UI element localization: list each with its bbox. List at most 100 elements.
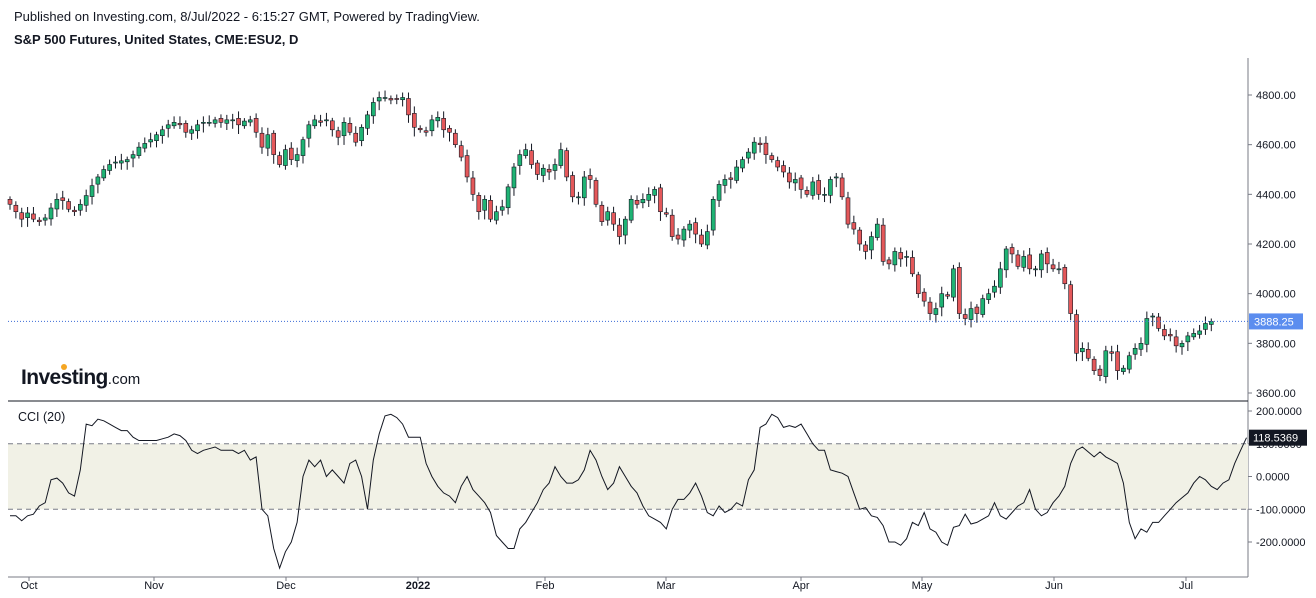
candle-up: [992, 285, 997, 293]
candle-down: [406, 98, 411, 116]
candle-up: [54, 199, 60, 210]
candle-down: [857, 229, 863, 245]
candle-up: [1203, 323, 1208, 330]
time-tick-label: May: [912, 580, 933, 592]
candle-up: [998, 268, 1003, 288]
candle-down: [634, 199, 640, 205]
last-price-label: 3888.25: [1254, 316, 1294, 328]
cci-tick-label: 200.0000: [1256, 406, 1302, 418]
last-price-badge: [1249, 313, 1303, 330]
candle-down: [412, 113, 417, 128]
candle-down: [664, 212, 669, 215]
candle-up: [505, 186, 511, 209]
candle-down: [529, 150, 534, 165]
cci-tick-label: 0.0000: [1256, 472, 1290, 484]
candle-down: [763, 142, 769, 155]
candle-up: [206, 122, 212, 124]
candle-up: [1039, 253, 1044, 271]
candle-down: [798, 177, 804, 190]
candle-down: [957, 267, 962, 314]
candle-down: [394, 98, 400, 100]
candle-up: [482, 199, 487, 211]
candle-down: [570, 175, 575, 198]
candle-up: [78, 203, 83, 211]
candle-down: [699, 234, 704, 245]
candle-up: [119, 160, 124, 164]
candle-up: [517, 154, 523, 166]
cci-tick-label: -100.0000: [1256, 504, 1306, 516]
time-tick-label: Nov: [144, 580, 164, 592]
candle-down: [1044, 252, 1050, 265]
candle-down: [587, 175, 593, 180]
candle-up: [874, 223, 880, 238]
candle-up: [951, 268, 956, 298]
candle-up: [160, 129, 165, 137]
candle-down: [915, 274, 921, 294]
candle-up: [980, 298, 986, 315]
candle-down: [353, 132, 359, 143]
time-tick-label: Feb: [536, 580, 555, 592]
time-tick-label: Mar: [657, 580, 676, 592]
candle-up: [792, 179, 798, 184]
candle-up: [230, 119, 235, 122]
candle-up: [1185, 335, 1191, 343]
candle-down: [7, 199, 13, 205]
time-tick-label: Jun: [1045, 580, 1063, 592]
candle-down: [177, 123, 183, 126]
candle-down: [31, 213, 36, 220]
candle-down: [617, 224, 622, 237]
candle-down: [447, 127, 452, 133]
candle-up: [499, 206, 505, 211]
candle-down: [271, 132, 277, 155]
candle-down: [593, 180, 599, 205]
candle-up: [130, 154, 136, 159]
candle-up: [540, 167, 546, 176]
price-tick-label: 3800.00: [1256, 338, 1296, 350]
candle-down: [1074, 314, 1079, 354]
candle-down: [183, 123, 189, 133]
candle-up: [265, 134, 271, 149]
candle-down: [72, 209, 77, 213]
candle-up: [359, 126, 364, 141]
candle-down: [441, 118, 446, 131]
candle-up: [869, 236, 874, 251]
candle-up: [640, 199, 646, 204]
candle-down: [19, 212, 25, 220]
candle-down: [388, 98, 394, 101]
candle-up: [1132, 347, 1138, 355]
candle-up: [511, 166, 517, 189]
candle-down: [910, 257, 915, 275]
candle-down: [804, 190, 810, 195]
candle-down: [453, 132, 458, 145]
candle-up: [751, 141, 757, 154]
candle-down: [1062, 267, 1068, 285]
candle-up: [746, 151, 751, 159]
candle-down: [60, 197, 66, 201]
candle-up: [300, 139, 306, 156]
candle-down: [757, 142, 763, 145]
candle-down: [880, 224, 886, 262]
symbol-title: S&P 500 Futures, United States, CME:ESU2…: [14, 32, 299, 47]
candle-down: [1167, 334, 1173, 337]
candle-down: [839, 177, 845, 198]
candle-up: [165, 124, 171, 129]
candle-up: [195, 124, 200, 132]
candle-down: [1085, 348, 1091, 359]
candle-up: [212, 119, 218, 124]
candle-up: [124, 159, 130, 163]
candle-up: [705, 231, 710, 246]
candle-up: [1209, 321, 1214, 325]
candle-up: [904, 256, 909, 258]
time-tick-label: Dec: [276, 580, 296, 592]
candle-up: [1138, 343, 1144, 350]
candle-up: [822, 194, 827, 196]
candle-down: [1015, 254, 1021, 267]
time-tick-label: 2022: [406, 580, 430, 592]
candle-up: [107, 164, 112, 171]
candle-up: [646, 194, 652, 201]
candle-down: [236, 118, 241, 126]
candle-up: [833, 176, 839, 179]
time-tick-label: Jul: [1179, 580, 1193, 592]
candle-down: [974, 306, 980, 314]
